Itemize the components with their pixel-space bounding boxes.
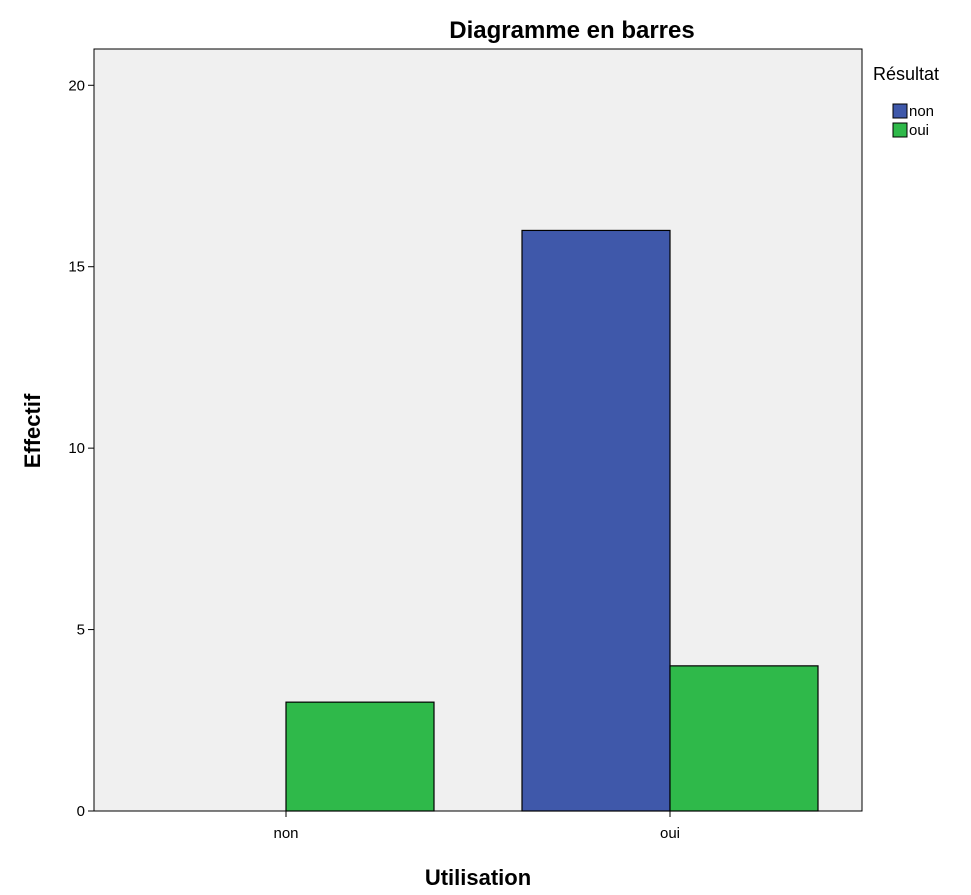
y-tick-label: 15: [68, 259, 85, 276]
y-tick-label: 10: [68, 440, 85, 457]
legend-swatch: [892, 122, 908, 138]
legend-swatch: [892, 103, 908, 119]
bar-non-oui: [285, 701, 435, 812]
y-axis: 0 5 10 15 20: [68, 77, 94, 820]
x-tick-label: non: [273, 825, 298, 842]
x-axis-title: Utilisation: [425, 865, 531, 890]
bars-group: [285, 229, 819, 812]
chart-title: Diagramme en barres: [449, 17, 694, 44]
y-tick-label: 0: [77, 803, 85, 820]
y-axis-title: Effectif: [20, 393, 45, 468]
x-axis: non oui: [273, 811, 680, 842]
bar-oui-non: [521, 229, 671, 812]
y-tick-label: 20: [68, 77, 85, 94]
legend-title: Résultat: [873, 64, 939, 84]
legend: Résultat non oui: [873, 64, 939, 139]
bar-oui-oui: [669, 665, 819, 812]
legend-label: oui: [909, 122, 929, 139]
legend-label: non: [909, 103, 934, 120]
y-tick-label: 5: [77, 622, 85, 639]
x-tick-label: oui: [660, 825, 680, 842]
